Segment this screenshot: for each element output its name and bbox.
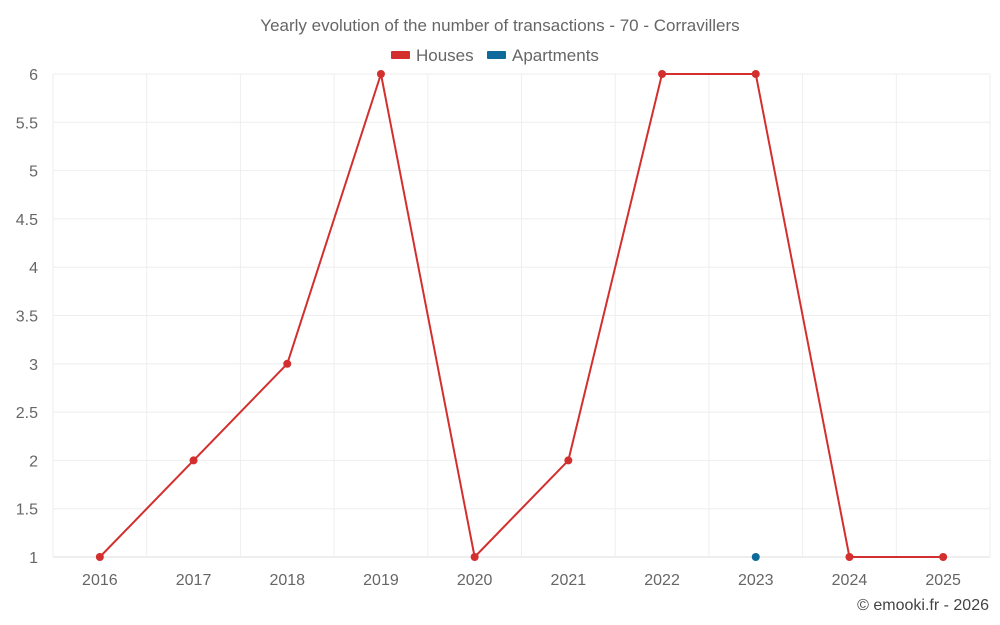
credit-text: © emooki.fr - 2026 bbox=[857, 597, 989, 614]
legend-swatch-apartments bbox=[487, 51, 506, 59]
data-point-houses bbox=[751, 70, 760, 78]
data-point-houses bbox=[564, 456, 573, 465]
x-tick-label: 2023 bbox=[738, 572, 774, 589]
y-tick-label: 3 bbox=[29, 357, 38, 374]
legend-item-houses[interactable]: Houses bbox=[391, 46, 474, 65]
x-tick-label: 2021 bbox=[551, 572, 587, 589]
x-tick-label: 2022 bbox=[644, 572, 680, 589]
x-tick-label: 2016 bbox=[82, 572, 118, 589]
y-tick-label: 5.5 bbox=[16, 115, 38, 132]
legend-item-apartments[interactable]: Apartments bbox=[487, 46, 599, 65]
axis-layer: 1 1.5 2 2.5 3 3.5 4 4.5 5 5.5 6 2016 2017 2018 2019 202… bbox=[16, 67, 961, 589]
data-point-apartments bbox=[751, 553, 760, 561]
x-tick-label: 2024 bbox=[832, 572, 868, 589]
y-tick-label: 2 bbox=[29, 453, 38, 470]
y-tick-label: 1.5 bbox=[16, 502, 38, 519]
data-point-houses bbox=[845, 553, 854, 561]
data-point-houses bbox=[376, 70, 385, 78]
series-layer bbox=[95, 70, 948, 561]
data-point-houses bbox=[189, 456, 198, 465]
x-tick-label: 2025 bbox=[925, 572, 961, 589]
data-point-houses bbox=[283, 359, 292, 368]
data-point-houses bbox=[939, 553, 948, 561]
x-tick-label: 2020 bbox=[457, 572, 493, 589]
x-tick-label: 2017 bbox=[176, 572, 212, 589]
series-line-houses bbox=[99, 73, 944, 558]
legend: Houses Apartments bbox=[391, 46, 599, 65]
y-tick-label: 1 bbox=[29, 550, 38, 567]
chart-title: Yearly evolution of the number of transa… bbox=[260, 16, 739, 35]
x-tick-label: 2018 bbox=[269, 572, 305, 589]
data-point-houses bbox=[658, 70, 667, 78]
legend-label-apartments: Apartments bbox=[512, 46, 599, 65]
grid-layer bbox=[52, 73, 991, 558]
data-point-houses bbox=[95, 553, 104, 561]
legend-swatch-houses bbox=[391, 51, 410, 59]
y-tick-label: 4 bbox=[29, 260, 38, 277]
x-tick-label: 2019 bbox=[363, 572, 399, 589]
y-tick-label: 6 bbox=[29, 67, 38, 84]
y-tick-label: 3.5 bbox=[16, 309, 38, 326]
y-tick-label: 5 bbox=[29, 164, 38, 181]
data-point-houses bbox=[470, 553, 479, 561]
y-tick-label: 2.5 bbox=[16, 405, 38, 422]
legend-label-houses: Houses bbox=[416, 46, 474, 65]
y-tick-label: 4.5 bbox=[16, 212, 38, 229]
